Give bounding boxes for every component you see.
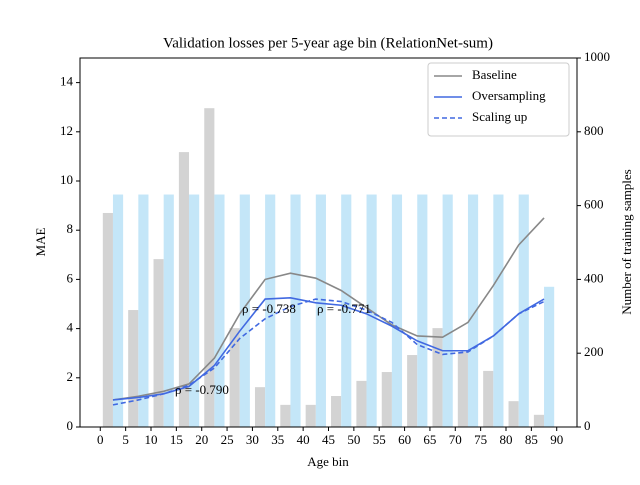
x-tick-label: 20 (195, 432, 208, 447)
bar (341, 194, 352, 427)
x-axis-label: Age bin (307, 454, 349, 469)
y2-tick-label: 600 (584, 197, 604, 212)
line (112, 217, 545, 401)
y2-tick-label: 800 (584, 123, 604, 138)
bar (331, 396, 342, 427)
bar (290, 194, 301, 427)
y-tick-label: 2 (67, 369, 74, 384)
y-tick-label: 8 (67, 221, 74, 236)
x-tick-label: 70 (449, 432, 462, 447)
bar (128, 310, 139, 427)
bar (356, 380, 367, 427)
bar (457, 352, 468, 427)
line (112, 297, 545, 401)
x-tick-label: 0 (97, 432, 104, 447)
bar (442, 194, 453, 427)
bar (265, 194, 276, 427)
legend-label: Baseline (472, 67, 517, 82)
x-tick-label: 45 (322, 432, 335, 447)
bar (229, 328, 240, 427)
legend-box (427, 62, 570, 137)
x-tick-label: 25 (221, 432, 234, 447)
bar (544, 286, 555, 427)
bar (189, 194, 200, 427)
bar (508, 401, 519, 427)
bar (407, 355, 418, 427)
x-tick-label: 60 (398, 432, 411, 447)
y-tick-label: 10 (60, 172, 73, 187)
bar (239, 194, 250, 427)
line (112, 298, 545, 406)
bar (391, 194, 403, 427)
bar (381, 372, 392, 427)
bar (483, 370, 494, 427)
annotation: ρ = -0.771 (317, 301, 371, 316)
x-tick-label: 40 (297, 432, 310, 447)
bar (254, 387, 266, 427)
bar (417, 194, 428, 427)
bar (112, 194, 124, 427)
bar (163, 194, 174, 427)
y2-tick-label: 0 (584, 418, 591, 433)
bar (315, 194, 326, 427)
bar (102, 212, 113, 427)
x-tick-label: 15 (170, 432, 183, 447)
x-tick-label: 90 (550, 432, 563, 447)
x-tick-label: 65 (423, 432, 436, 447)
x-tick-label: 85 (525, 432, 538, 447)
y-axis-label: MAE (33, 227, 48, 256)
bar (305, 404, 316, 427)
y2-tick-label: 200 (584, 344, 604, 359)
x-tick-label: 30 (246, 432, 259, 447)
y-tick-label: 0 (67, 418, 74, 433)
y-tick-label: 12 (60, 123, 73, 138)
annotation: ρ = -0.790 (175, 382, 229, 397)
y2-tick-label: 1000 (584, 49, 610, 64)
x-tick-label: 75 (474, 432, 487, 447)
bar (153, 259, 164, 427)
bar (178, 152, 190, 427)
y-tick-label: 4 (67, 320, 74, 335)
x-tick-label: 35 (271, 432, 284, 447)
bar (493, 194, 504, 427)
y-tick-label: 14 (60, 74, 74, 89)
legend-label: Scaling up (472, 109, 527, 124)
bar (214, 194, 225, 427)
y2-axis-label: Number of training samples (619, 169, 634, 315)
annotation: ρ = -0.738 (242, 301, 296, 316)
bar (138, 194, 149, 427)
x-tick-label: 10 (145, 432, 158, 447)
bar (533, 414, 545, 427)
chart-title: Validation losses per 5-year age bin (Re… (163, 35, 493, 51)
legend-label: Oversampling (472, 88, 546, 103)
x-tick-label: 50 (347, 432, 360, 447)
bar (280, 404, 291, 427)
y-tick-label: 6 (67, 270, 74, 285)
x-tick-label: 5 (122, 432, 129, 447)
x-tick-label: 55 (373, 432, 386, 447)
bar (432, 328, 443, 427)
bar (467, 194, 479, 427)
x-tick-label: 80 (500, 432, 513, 447)
y2-tick-label: 400 (584, 270, 604, 285)
bar (204, 108, 215, 428)
